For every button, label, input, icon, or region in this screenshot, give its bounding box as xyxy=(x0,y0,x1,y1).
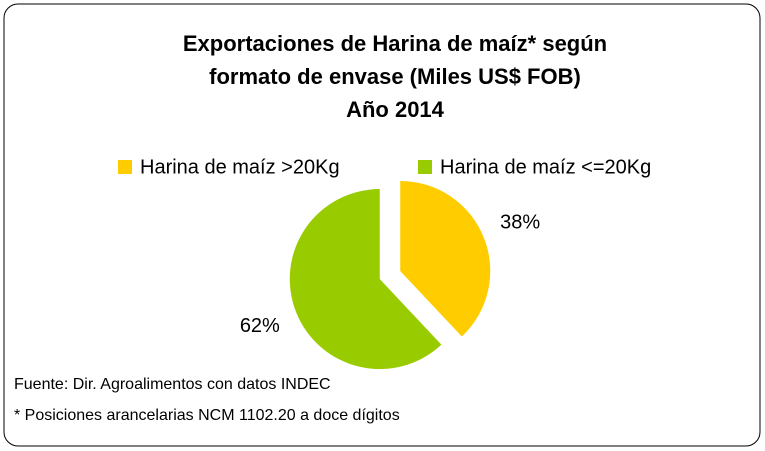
data-label: 38% xyxy=(500,212,540,234)
footnote: * Posiciones arancelarias NCM 1102.20 a … xyxy=(14,407,400,424)
chart-border xyxy=(3,3,761,447)
legend-label: Harina de maíz >20Kg xyxy=(140,156,340,178)
pie-slice xyxy=(400,180,491,337)
source-note: Fuente: Dir. Agroalimentos con datos IND… xyxy=(14,376,331,393)
chart-title: Año 2014 xyxy=(346,97,445,122)
data-label: 62% xyxy=(240,315,280,337)
pie-slice xyxy=(289,189,442,370)
chart-title: Exportaciones de Harina de maíz* según xyxy=(183,31,607,56)
legend-label: Harina de maíz <=20Kg xyxy=(440,156,651,178)
chart-title: formato de envase (Miles US$ FOB) xyxy=(209,64,581,89)
legend-swatch xyxy=(118,160,132,174)
legend-swatch xyxy=(418,160,432,174)
